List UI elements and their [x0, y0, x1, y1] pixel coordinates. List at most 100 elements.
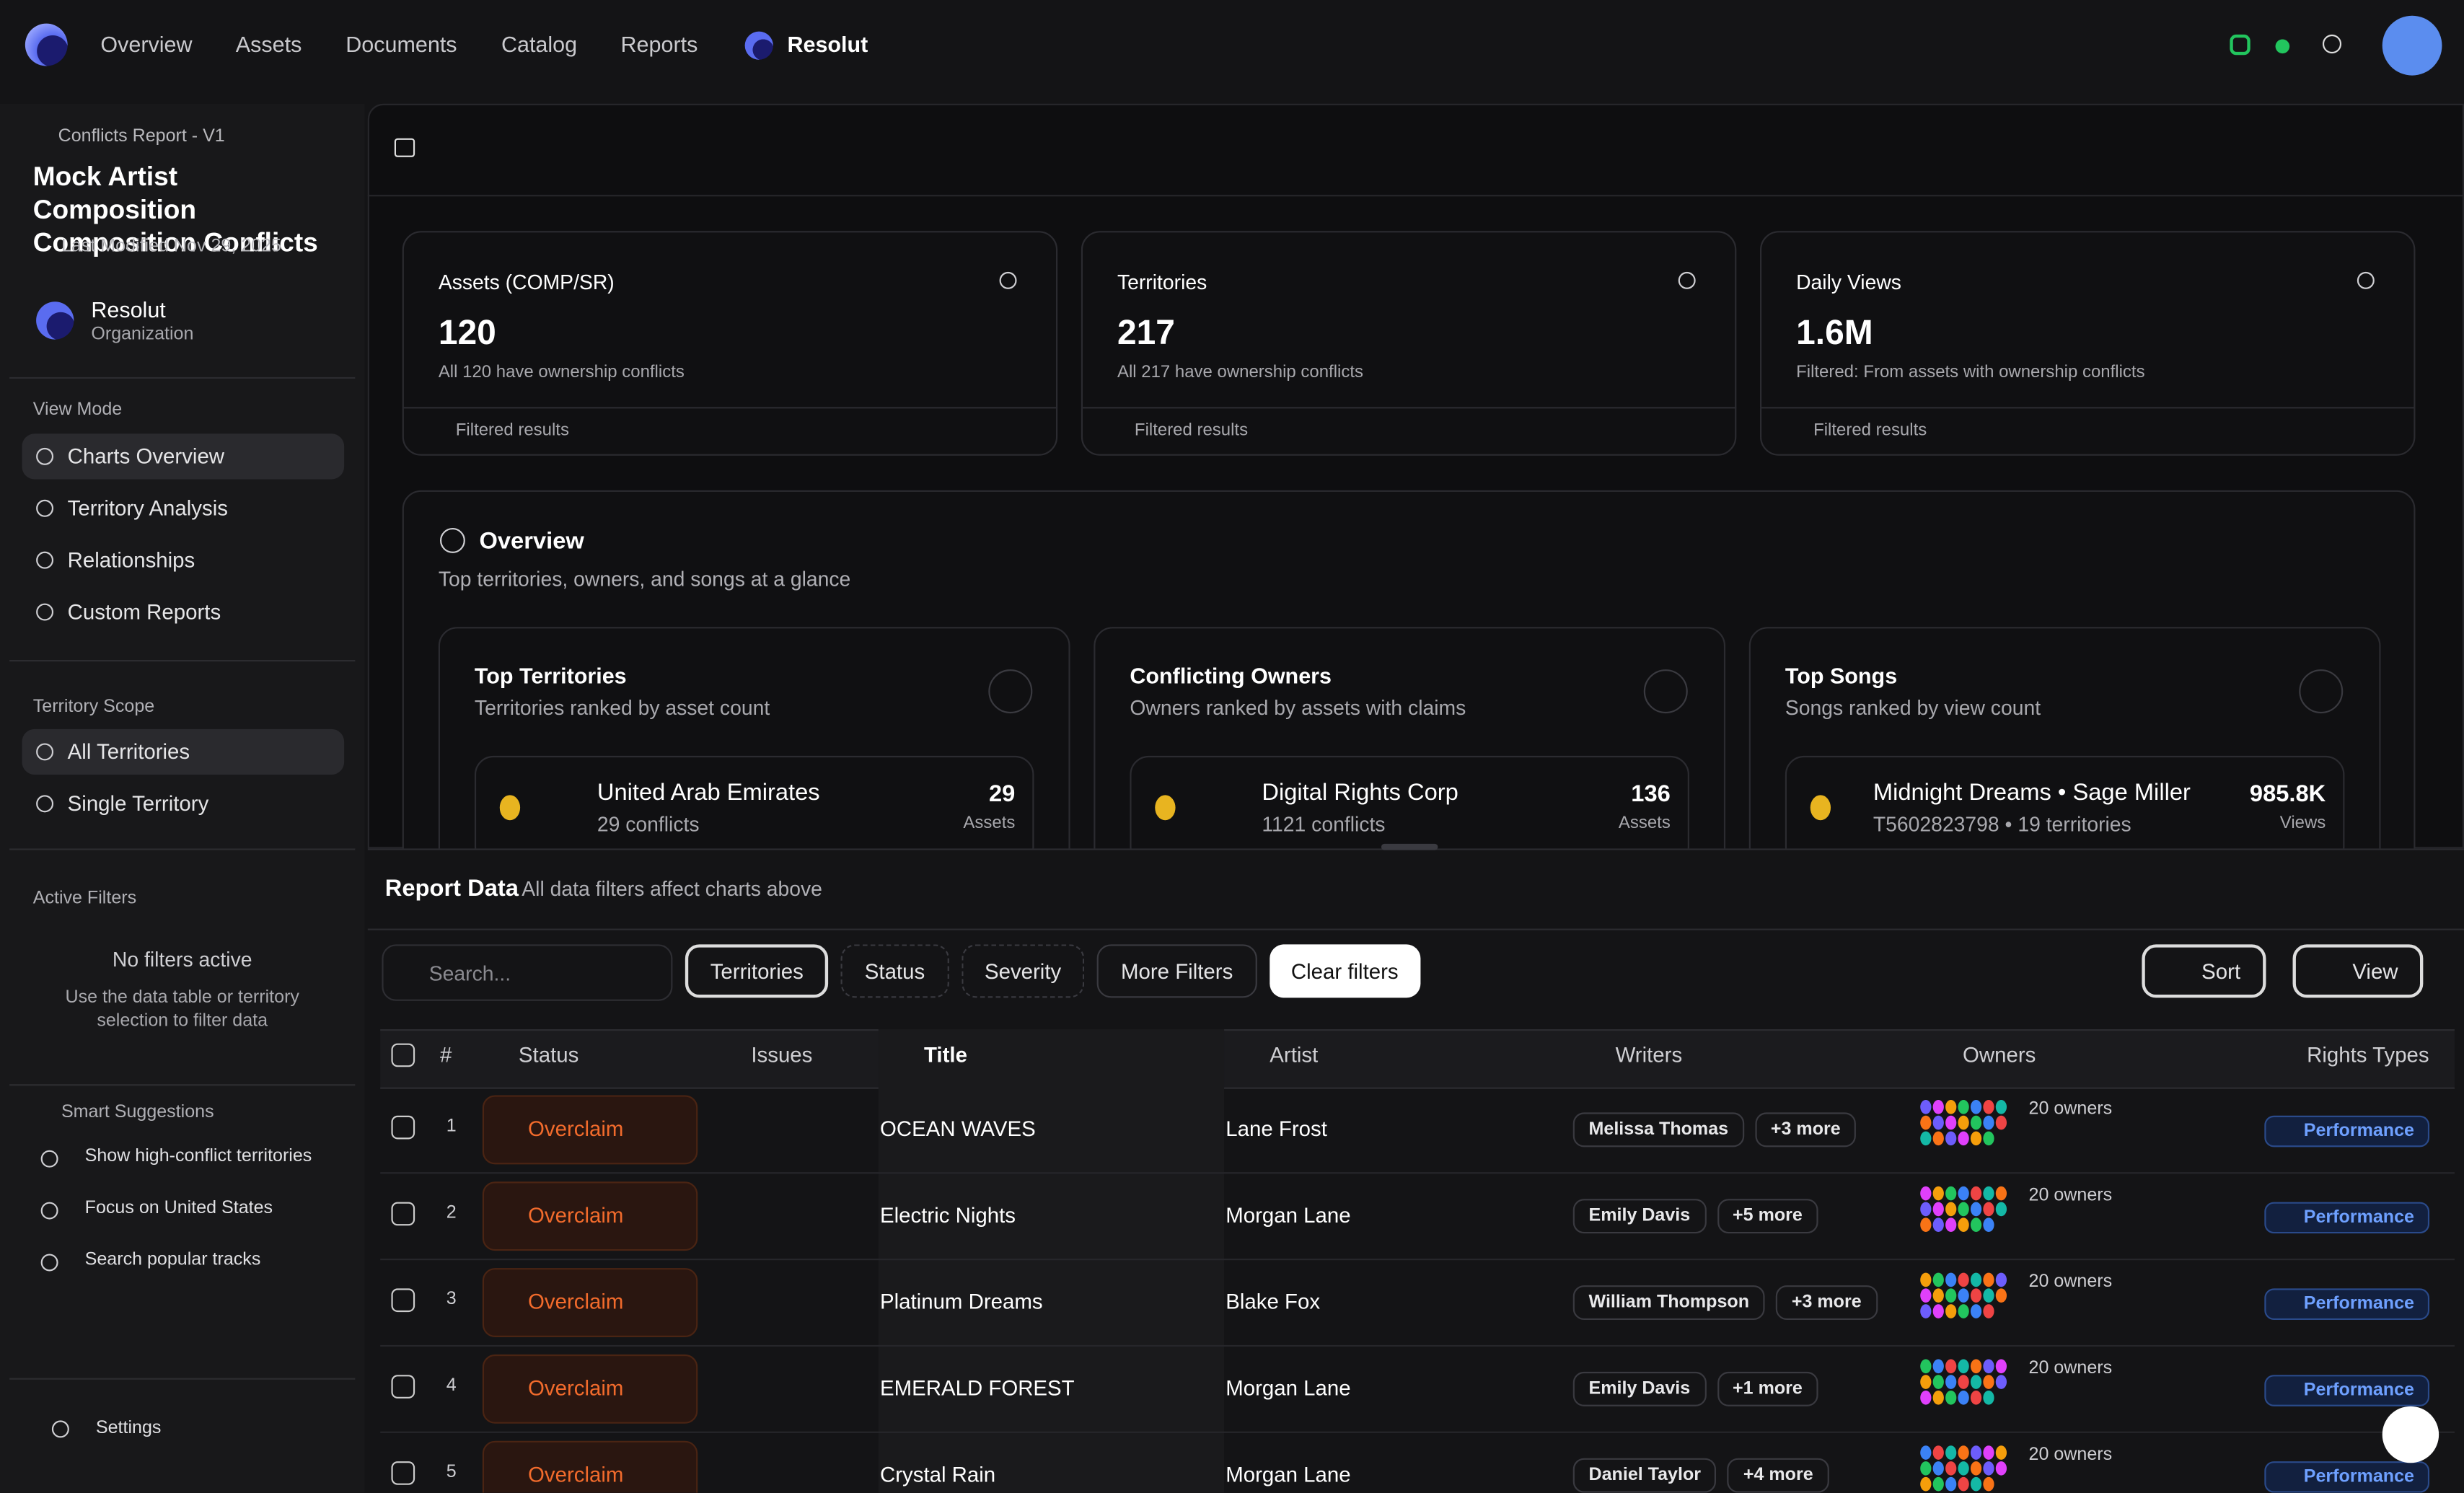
- search-input[interactable]: Search...: [382, 944, 673, 1001]
- column-header[interactable]: Owners: [1963, 1043, 2036, 1067]
- owner-dot: [1920, 1099, 1932, 1114]
- overview-title: Overview: [479, 527, 584, 555]
- rights-tag: Performance: [2264, 1115, 2430, 1148]
- title[interactable]: Crystal Rain: [879, 1463, 996, 1487]
- more-tag[interactable]: +3 more: [1776, 1285, 1878, 1320]
- owner-dot: [1920, 1186, 1932, 1201]
- owner-dot: [1945, 1375, 1957, 1389]
- scope-item[interactable]: All Territories: [22, 728, 345, 775]
- settings-button[interactable]: [1643, 669, 1688, 714]
- owner-dot: [1995, 1288, 2007, 1303]
- checkbox[interactable]: [391, 1288, 415, 1313]
- checkbox[interactable]: [391, 1461, 415, 1485]
- view-button[interactable]: View: [2292, 944, 2424, 998]
- more-tag[interactable]: +3 more: [1755, 1112, 1857, 1148]
- scope-item[interactable]: Single Territory: [67, 791, 209, 816]
- more-tag[interactable]: +5 more: [1717, 1199, 1818, 1234]
- suggestion[interactable]: Focus on United States: [84, 1199, 273, 1218]
- nav-link[interactable]: Overview: [100, 31, 193, 57]
- resize-handle[interactable]: [1381, 843, 1438, 850]
- owner-dot: [1983, 1445, 1994, 1460]
- settings-button[interactable]: [2299, 669, 2344, 714]
- suggestion[interactable]: Search popular tracks: [84, 1251, 261, 1270]
- nav-link[interactable]: Documents: [346, 31, 457, 57]
- item-detail: 29 conflicts: [597, 812, 700, 836]
- icon: [439, 527, 465, 553]
- owner-dot: [1970, 1115, 1982, 1130]
- item-value: 29: [989, 780, 1016, 808]
- nav-link[interactable]: Assets: [235, 31, 302, 57]
- column-header[interactable]: Artist: [1270, 1043, 1319, 1067]
- panel-title: Conflicting Owners: [1130, 663, 1332, 689]
- more-tag[interactable]: +4 more: [1728, 1458, 1829, 1493]
- owner-dot: [1932, 1304, 1944, 1318]
- icon: [2357, 271, 2375, 289]
- rights-tag: Performance: [2264, 1202, 2430, 1234]
- stat-card: [1759, 231, 2416, 456]
- nav-link[interactable]: Catalog: [501, 31, 578, 57]
- filter-button[interactable]: More Filters: [1097, 944, 1257, 998]
- filter-button[interactable]: Severity: [961, 944, 1085, 998]
- column-header[interactable]: Issues: [751, 1043, 813, 1067]
- writer-tag[interactable]: Emily Davis: [1572, 1199, 1707, 1234]
- view-mode-item[interactable]: Territory Analysis: [67, 496, 228, 521]
- owner-dot: [1958, 1217, 1969, 1232]
- checkbox[interactable]: [391, 1202, 415, 1226]
- owner-dot: [1983, 1202, 1994, 1217]
- column-header[interactable]: Title: [923, 1043, 967, 1067]
- suggestion[interactable]: Show high-conflict territories: [84, 1147, 312, 1166]
- sort-button[interactable]: Sort: [2142, 944, 2266, 998]
- writers: Daniel Taylor +4 more: [1572, 1458, 1840, 1493]
- title[interactable]: OCEAN WAVES: [879, 1117, 1036, 1141]
- nav-link[interactable]: Reports: [620, 31, 698, 57]
- owner-dot: [1958, 1304, 1969, 1318]
- owner-dot: [1970, 1202, 1982, 1217]
- checkbox[interactable]: [391, 1375, 415, 1399]
- title[interactable]: Electric Nights: [879, 1203, 1016, 1228]
- icon: [36, 795, 54, 813]
- icon: [36, 743, 54, 761]
- owner-dot: [1920, 1272, 1932, 1287]
- writer-tag[interactable]: Melissa Thomas: [1572, 1112, 1744, 1148]
- view-mode-item[interactable]: Custom Reports: [67, 600, 221, 624]
- owner-dot: [1932, 1099, 1944, 1114]
- checkbox[interactable]: [391, 1043, 415, 1067]
- checkbox[interactable]: [391, 1115, 415, 1140]
- panel-subtitle: Territories ranked by asset count: [474, 696, 770, 720]
- settings-button[interactable]: [988, 669, 1033, 714]
- settings[interactable]: Settings: [95, 1419, 162, 1438]
- title[interactable]: Platinum Dreams: [879, 1290, 1043, 1314]
- writers: Emily Davis +5 more: [1572, 1199, 1829, 1234]
- row-divider: [380, 1431, 2455, 1433]
- clear-filters[interactable]: Clear filters: [1269, 944, 1421, 998]
- avatar[interactable]: [2382, 15, 2442, 76]
- view-mode-item[interactable]: Relationships: [67, 548, 195, 572]
- item-name: Digital Rights Corp: [1262, 779, 1458, 806]
- artist: Lane Frost: [1226, 1117, 1327, 1141]
- writer-tag[interactable]: William Thompson: [1572, 1285, 1765, 1320]
- report-title: Mock Artist Composition Composition Conf…: [32, 162, 318, 258]
- sidebar-toggle[interactable]: [394, 138, 415, 157]
- title[interactable]: EMERALD FOREST: [879, 1376, 1075, 1401]
- divider: [367, 195, 2464, 197]
- chat-button[interactable]: [2382, 1406, 2439, 1463]
- writer-tag[interactable]: Daniel Taylor: [1572, 1458, 1717, 1493]
- column-header[interactable]: Writers: [1615, 1043, 1683, 1067]
- column-header[interactable]: #: [439, 1043, 452, 1067]
- view-mode-item[interactable]: Charts Overview: [22, 433, 345, 480]
- owner-dot: [1920, 1288, 1932, 1303]
- owner-dot: [1958, 1359, 1969, 1374]
- owner-dot: [1983, 1115, 1994, 1130]
- column-header[interactable]: Rights Types: [2307, 1043, 2429, 1067]
- more-tag[interactable]: +1 more: [1717, 1371, 1818, 1406]
- owner-dot: [1983, 1099, 1994, 1114]
- column-header[interactable]: Status: [518, 1043, 579, 1067]
- search-icon[interactable]: [2322, 34, 2342, 54]
- org-switcher[interactable]: Resolut: [787, 31, 868, 57]
- row-divider: [380, 1259, 2455, 1261]
- section-label: Territory Scope: [32, 697, 155, 717]
- filter-button[interactable]: Status: [841, 944, 949, 998]
- writer-tag[interactable]: Emily Davis: [1572, 1371, 1707, 1406]
- filter-button[interactable]: Territories: [685, 944, 829, 998]
- icon: [40, 1254, 58, 1272]
